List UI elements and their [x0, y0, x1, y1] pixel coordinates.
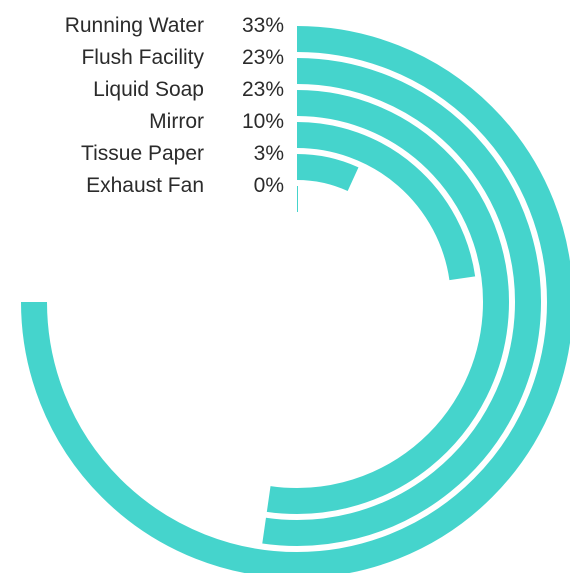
bar-flush-facility — [262, 58, 541, 546]
value-label-running-water: 33% — [242, 14, 284, 37]
category-label-flush-facility: Flush Facility — [81, 46, 204, 69]
value-label-exhaust-fan: 0% — [254, 174, 284, 197]
radial-bars — [21, 26, 570, 573]
bar-mirror — [296, 122, 476, 281]
value-labels: 33% 23% 23% 10% 3% 0% — [242, 14, 284, 197]
category-label-running-water: Running Water — [65, 14, 204, 37]
value-label-mirror: 10% — [242, 110, 284, 133]
category-labels: Running Water Flush Facility Liquid Soap… — [65, 14, 205, 197]
category-label-liquid-soap: Liquid Soap — [93, 78, 204, 101]
category-label-tissue-paper: Tissue Paper — [81, 142, 204, 165]
category-label-mirror: Mirror — [149, 110, 204, 133]
bar-running-water — [21, 26, 570, 573]
bar-liquid-soap — [266, 90, 509, 514]
value-label-tissue-paper: 3% — [254, 142, 284, 165]
bar-tissue-paper — [296, 154, 359, 192]
value-label-liquid-soap: 23% — [242, 78, 284, 101]
value-label-flush-facility: 23% — [242, 46, 284, 69]
category-label-exhaust-fan: Exhaust Fan — [86, 174, 204, 197]
